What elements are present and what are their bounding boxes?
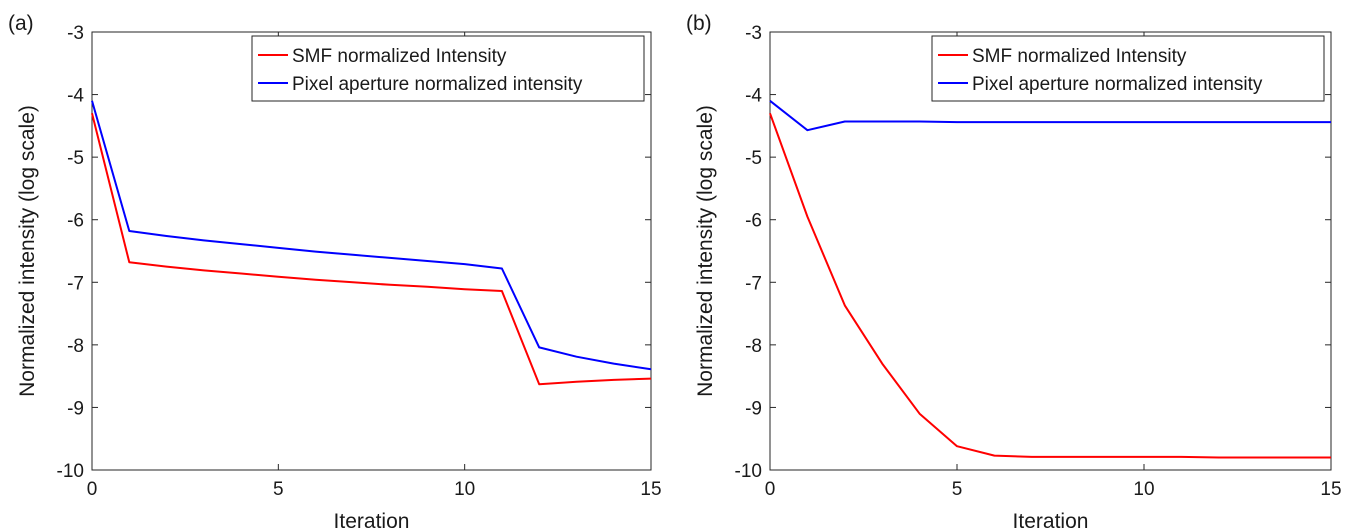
y-tick-label: -3 [67, 23, 84, 44]
x-tick-label: 0 [765, 479, 776, 500]
y-tick-label: -9 [67, 398, 84, 419]
y-tick-label: -3 [745, 23, 762, 44]
y-axis-label: Normalized intensity (log scale) [16, 105, 39, 397]
y-tick-label: -5 [745, 148, 762, 169]
x-tick-label: 0 [87, 479, 98, 500]
y-tick-label: -6 [67, 211, 84, 232]
y-tick-label: -7 [745, 273, 762, 294]
y-tick-label: -9 [745, 398, 762, 419]
y-tick-label: -10 [57, 461, 84, 482]
legend-box [931, 35, 1325, 102]
legend-entry: SMF normalized Intensity [972, 46, 1187, 67]
panel-a: (a) 0 5 10 15 -3 -4 -5 -6 -7 -8 -9 -10 Iteration Norma… [8, 12, 662, 531]
x-tick-label: 15 [1320, 479, 1341, 500]
y-tick-label: -8 [745, 336, 762, 357]
y-axis-label: Normalized intensity (log scale) [694, 105, 717, 397]
legend-entry: Pixel aperture normalized intensity [292, 74, 583, 95]
series-line [91, 113, 652, 386]
x-axis-label: Iteration [1013, 510, 1089, 531]
legend: SMF normalized Intensity Pixel aperture n… [251, 35, 645, 102]
y-tick-label: -7 [67, 273, 84, 294]
panel-label: (a) [8, 12, 34, 35]
legend-entry: SMF normalized Intensity [292, 46, 507, 67]
x-tick-label: 10 [454, 479, 475, 500]
series-line [91, 100, 652, 371]
legend-entry: Pixel aperture normalized intensity [972, 74, 1263, 95]
y-tick-label: -8 [67, 336, 84, 357]
panel-b: (b) 0 5 10 15 -3 -4 -5 -6 -7 -8 -9 -10 Iteration Norma… [686, 12, 1342, 531]
axes-box [91, 31, 652, 471]
series-line [769, 112, 1331, 459]
legend-box [251, 35, 645, 102]
x-tick-label: 5 [273, 479, 284, 500]
panel-label: (b) [686, 12, 712, 35]
x-tick-label: 10 [1133, 479, 1154, 500]
x-axis-label: Iteration [334, 510, 410, 531]
y-tick-label: -4 [745, 86, 762, 107]
x-tick-label: 15 [640, 479, 661, 500]
series-line [769, 100, 1331, 132]
y-tick-label: -6 [745, 211, 762, 232]
y-tick-label: -5 [67, 148, 84, 169]
x-tick-label: 5 [952, 479, 963, 500]
axes-box [769, 31, 1332, 471]
y-tick-label: -4 [67, 86, 84, 107]
legend: SMF normalized Intensity Pixel aperture n… [931, 35, 1325, 102]
y-tick-label: -10 [735, 461, 762, 482]
